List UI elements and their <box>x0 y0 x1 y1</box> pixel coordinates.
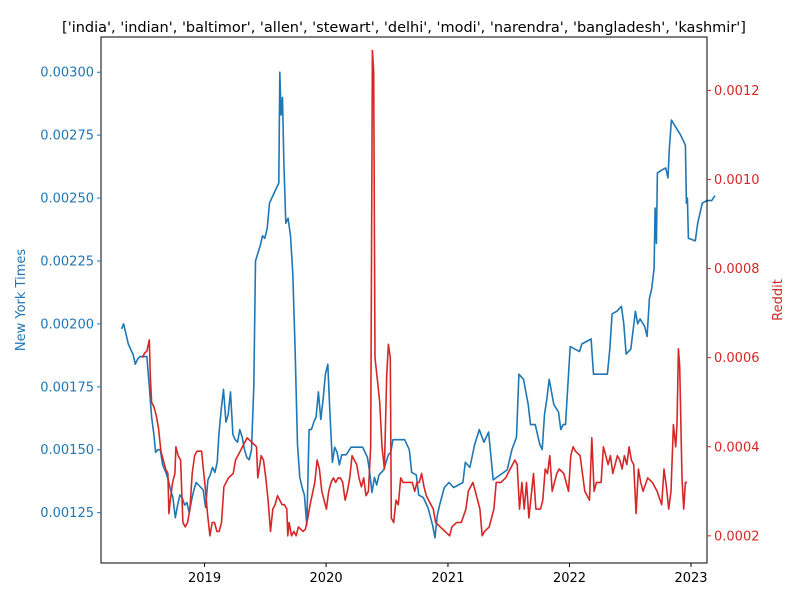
y-right-tick-label: 0.0010 <box>714 173 760 188</box>
x-tick-label: 2019 <box>188 571 221 586</box>
plot-frame <box>100 36 708 564</box>
y-left-tick-label: 0.00150 <box>40 443 94 458</box>
y-axis-right-label: Reddit <box>771 279 786 321</box>
y-right-tick-label: 0.0004 <box>714 440 760 455</box>
y-axis-right: 0.0002 0.0004 0.0006 0.0008 0.0010 0.0012 <box>707 84 760 544</box>
y-axis-left: 0.00125 0.00150 0.00175 0.00200 0.00225 0.002… <box>40 66 101 521</box>
y-left-tick-label: 0.00225 <box>40 254 94 269</box>
y-left-tick-label: 0.00250 <box>40 192 94 207</box>
series-line-reddit <box>141 49 687 537</box>
y-left-tick-label: 0.00200 <box>40 317 94 332</box>
x-tick-label: 2020 <box>310 571 343 586</box>
y-left-tick-label: 0.00300 <box>40 66 94 81</box>
series-line-nyt <box>120 71 716 539</box>
x-tick-label: 2022 <box>553 571 586 586</box>
y-left-tick-label: 0.00275 <box>40 129 94 144</box>
plot-lines <box>120 49 716 539</box>
y-right-tick-label: 0.0008 <box>714 262 760 277</box>
y-left-tick-label: 0.00175 <box>40 380 94 395</box>
x-tick-label: 2021 <box>431 571 464 586</box>
y-right-tick-label: 0.0012 <box>714 84 760 99</box>
chart-title: ['india', 'indian', 'baltimor', 'allen',… <box>62 20 746 36</box>
y-right-tick-label: 0.0002 <box>714 529 760 544</box>
x-tick-label: 2023 <box>674 571 707 586</box>
y-right-tick-label: 0.0006 <box>714 351 760 366</box>
y-left-tick-label: 0.00125 <box>40 506 94 521</box>
y-axis-left-label: New York Times <box>14 249 29 351</box>
x-axis: 2019 2020 2021 2022 2023 <box>188 563 708 586</box>
